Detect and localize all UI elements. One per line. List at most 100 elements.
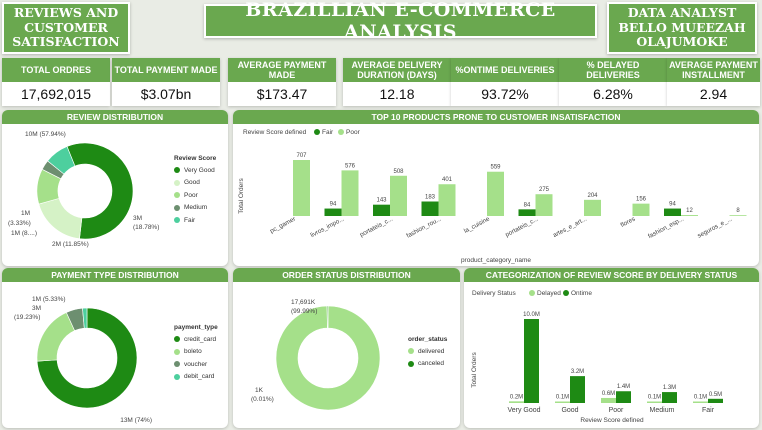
legend-label[interactable]: Delayed <box>537 290 561 297</box>
review-distribution-panel: REVIEW DISTRIBUTION 10M (57.94%) 3M (18.78… <box>2 110 228 266</box>
legend-swatch <box>174 336 180 343</box>
bar[interactable] <box>341 170 359 216</box>
bar-value-label: 576 <box>345 163 356 169</box>
legend-label: boleto <box>184 348 202 356</box>
bar-value-label: 1.4M <box>617 384 630 390</box>
order-legend-title: order_status <box>408 336 448 343</box>
bar[interactable] <box>632 203 650 216</box>
legend-item[interactable]: Fair <box>174 214 216 227</box>
bar[interactable] <box>708 398 723 403</box>
legend-label: Very Good <box>184 166 215 174</box>
bar[interactable] <box>509 401 524 403</box>
bar[interactable] <box>681 215 698 216</box>
donut-slice[interactable] <box>82 307 88 329</box>
kpi-value: 6.28% <box>559 82 667 106</box>
bar[interactable] <box>524 319 539 403</box>
order-legend: order_status delivered canceled <box>408 336 447 370</box>
bar-value-label: 12 <box>686 208 693 214</box>
legend-swatch <box>174 167 180 174</box>
legend-swatch <box>174 373 180 380</box>
y-axis-label: Total Orders <box>238 178 245 214</box>
legend-label: Medium <box>184 204 208 212</box>
x-tick-label: Very Good <box>507 407 540 414</box>
legend-label: Good <box>184 179 200 187</box>
bar-value-label: 0.1M <box>648 395 661 401</box>
review-legend: Review Score Very Good Good Poor Medium Fair <box>174 155 216 227</box>
kpi-card: TOTAL ORDRES 17,692,015 <box>2 58 110 106</box>
donut-slice[interactable] <box>326 305 329 329</box>
donut-slice[interactable] <box>47 146 76 175</box>
bar-value-label: 94 <box>669 202 676 208</box>
legend-item[interactable]: delivered <box>408 345 447 358</box>
slice-label: 3M <box>32 305 41 312</box>
legend-item[interactable]: boleto <box>174 346 218 359</box>
kpi-label: TOTAL ORDRES <box>2 58 110 82</box>
bar-value-label: 401 <box>442 177 453 183</box>
bar[interactable] <box>616 391 631 403</box>
kpi-value: 2.94 <box>667 82 760 106</box>
order-status-title: ORDER STATUS DISTRIBUTION <box>233 268 460 282</box>
legend-item[interactable]: credit_card <box>174 333 218 346</box>
bar[interactable] <box>535 194 553 216</box>
x-tick-label: flores <box>620 216 637 229</box>
legend-item[interactable]: debit_card <box>174 371 218 384</box>
legend-label[interactable]: Ontime <box>571 290 592 297</box>
x-tick-label: pc_gamer <box>269 216 297 235</box>
legend-item[interactable]: Poor <box>174 189 216 202</box>
kpi-value: $173.47 <box>228 82 336 106</box>
donut-slice[interactable] <box>36 307 138 409</box>
x-tick-label: Medium <box>650 407 675 414</box>
kpi-value: 17,692,015 <box>2 82 110 106</box>
bar[interactable] <box>518 209 536 216</box>
bar[interactable] <box>438 184 456 216</box>
bar[interactable] <box>487 171 504 216</box>
bar[interactable] <box>601 397 616 403</box>
bar-value-label: 0.1M <box>694 395 707 401</box>
y-axis-label: Total Orders <box>471 352 478 388</box>
legend-item[interactable]: voucher <box>174 358 218 371</box>
bar-value-label: 707 <box>296 153 307 159</box>
donut-slice[interactable] <box>38 197 83 240</box>
top10-products-title: TOP 10 PRODUCTS PRONE TO CUSTOMER INSATI… <box>233 110 759 124</box>
kpi-card: AVERAGE PAYMENT MADE $173.47 <box>228 58 336 106</box>
payment-legend: payment_type credit_card boleto voucher deb… <box>174 324 218 383</box>
x-tick-label: artes_e_art... <box>552 215 588 239</box>
legend-item[interactable]: Medium <box>174 202 216 215</box>
bar-value-label: 3.2M <box>571 369 584 375</box>
bar[interactable] <box>324 208 342 216</box>
legend-swatch <box>174 204 180 211</box>
left-title: REVIEWS AND CUSTOMER SATISFACTION <box>2 2 130 54</box>
bar[interactable] <box>693 401 708 404</box>
donut-slice[interactable] <box>36 312 76 362</box>
bar[interactable] <box>664 208 681 216</box>
donut-slice[interactable] <box>66 142 134 240</box>
bar-value-label: 204 <box>587 193 598 199</box>
legend-swatch <box>408 360 414 367</box>
bar[interactable] <box>647 401 662 404</box>
legend-swatch <box>174 361 180 368</box>
bar[interactable] <box>584 199 601 216</box>
bar-value-label: 559 <box>490 165 501 171</box>
bar[interactable] <box>662 392 677 403</box>
right-title: DATA ANALYST BELLO MUEEZAH OLAJUMOKE <box>607 2 757 54</box>
bar[interactable] <box>373 204 390 216</box>
legend-item[interactable]: Very Good <box>174 164 216 177</box>
bar[interactable] <box>555 401 570 404</box>
bar[interactable] <box>390 175 407 216</box>
legend-label[interactable]: Fair <box>322 129 334 136</box>
order-status-panel: ORDER STATUS DISTRIBUTION 17,691K (99.99%… <box>233 268 460 428</box>
bar[interactable] <box>729 215 747 216</box>
bar[interactable] <box>421 201 439 216</box>
bar[interactable] <box>570 376 585 403</box>
legend-swatch <box>408 348 414 355</box>
legend-item[interactable]: canceled <box>408 358 447 371</box>
bar[interactable] <box>293 160 310 216</box>
slice-label: 10M (57.94%) <box>25 131 66 138</box>
slice-label: 1M <box>21 210 30 217</box>
top10-products-panel: TOP 10 PRODUCTS PRONE TO CUSTOMER INSATI… <box>233 110 759 266</box>
delivery-status-panel: CATEGORIZATION OF REVIEW SCORE BY DELIVE… <box>464 268 759 428</box>
donut-slice[interactable] <box>275 305 381 411</box>
legend-item[interactable]: Good <box>174 177 216 190</box>
slice-label: 1M (5.33%) <box>32 296 66 303</box>
legend-label[interactable]: Poor <box>346 129 361 136</box>
